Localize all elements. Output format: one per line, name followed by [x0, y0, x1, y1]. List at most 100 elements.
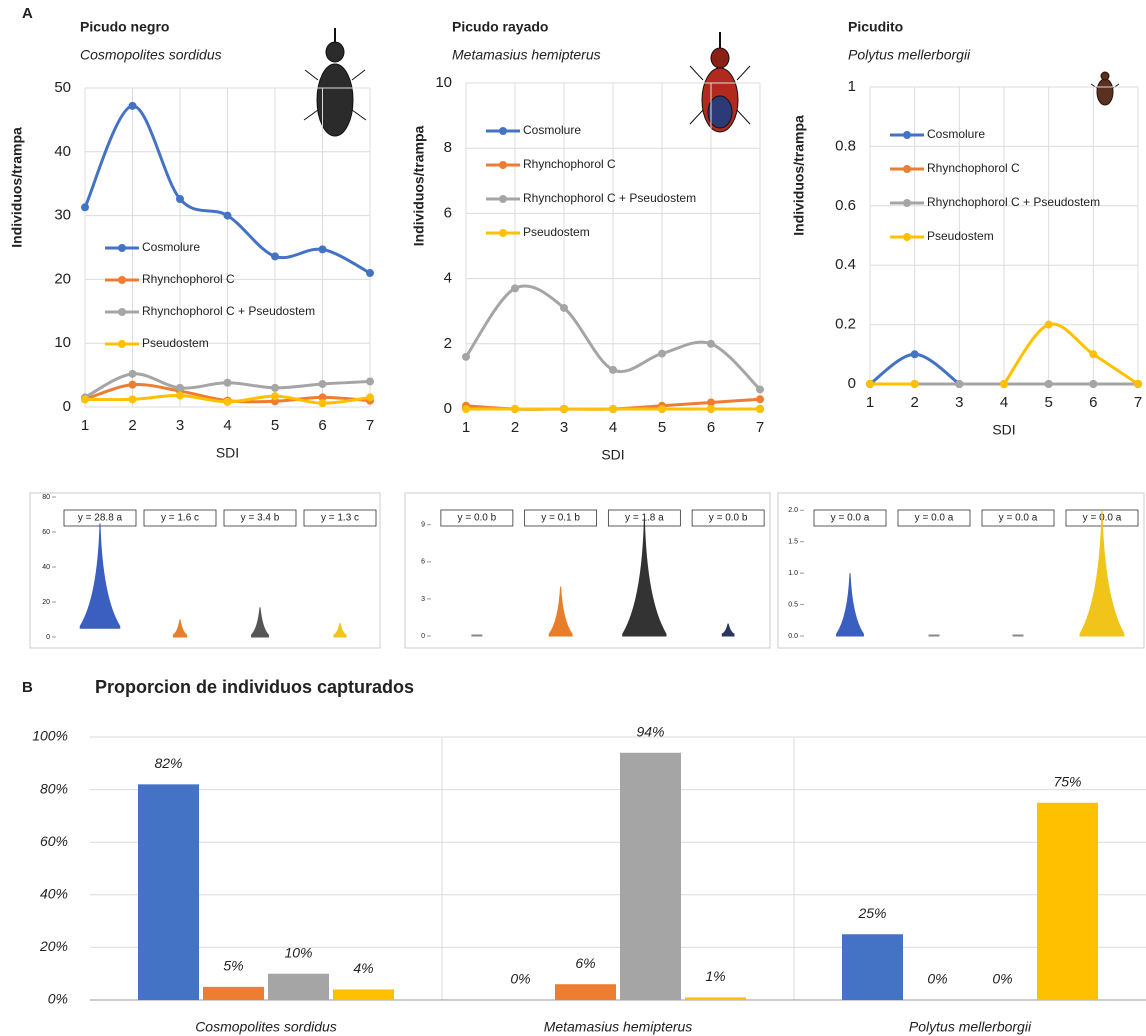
violin [79, 523, 121, 629]
data-point [81, 395, 89, 404]
x-tick-label: 3 [955, 394, 963, 411]
legend-label: Pseudostem [142, 336, 209, 350]
chart-subtitle: Cosmopolites sordidus [80, 47, 222, 63]
data-point [128, 380, 137, 389]
chart-title: Proporcion de individuos capturados [95, 677, 414, 697]
y-tick-label: 20 [54, 270, 71, 287]
y-tick-label: 2.0 [788, 507, 798, 514]
x-tick-label: 7 [1134, 394, 1142, 411]
y-tick-label: 40 [42, 564, 50, 571]
y-tick-label: 1.0 [788, 570, 798, 577]
data-point [609, 365, 617, 374]
data-point [1044, 320, 1053, 329]
bar [555, 984, 616, 1000]
data-point [866, 380, 874, 388]
annotation: y = 28.8 a [78, 513, 123, 524]
legend-swatch [903, 199, 911, 207]
data-point [560, 303, 568, 312]
data-point [910, 350, 919, 359]
annotation-box [897, 509, 971, 527]
data-label: 82% [154, 755, 182, 771]
data-label: 1% [705, 968, 725, 984]
x-tick-label: 5 [1044, 394, 1052, 411]
data-label: 0% [510, 971, 530, 987]
legend-swatch [903, 131, 911, 139]
y-tick-label: 1 [848, 78, 856, 95]
data-label: 94% [636, 723, 664, 739]
data-point [1089, 380, 1098, 388]
annotation: y = 0.1 b [541, 513, 580, 524]
y-tick-label: 50 [54, 79, 71, 96]
data-point [462, 405, 470, 413]
legend-swatch [118, 276, 126, 284]
data-label: 4% [353, 960, 373, 976]
legend-label: Rhynchophorol C [142, 272, 235, 286]
x-tick-label: 4 [609, 419, 617, 436]
data-point [910, 380, 919, 388]
x-tick-label: Metamasius hemipterus [544, 1019, 693, 1035]
annotation-box [223, 509, 297, 527]
x-tick-label: 6 [1089, 394, 1097, 411]
annotation-box [524, 509, 598, 527]
data-point [707, 339, 715, 348]
annotation: y = 1.6 c [161, 513, 199, 524]
data-label: 10% [284, 944, 312, 960]
data-point [318, 245, 327, 254]
chart-marks [836, 510, 1125, 637]
x-tick-label: 2 [128, 417, 136, 434]
annotation: y = 0.0 b [458, 513, 497, 524]
data-point [366, 377, 374, 386]
data-point [176, 383, 184, 392]
x-tick-label: 1 [462, 419, 470, 436]
y-tick-label: 0.6 [835, 197, 856, 214]
data-point [176, 391, 184, 400]
x-tick-label: 2 [910, 394, 918, 411]
data-point [756, 385, 764, 394]
violin [172, 619, 188, 638]
chart-subtitle: Polytus mellerborgii [848, 47, 971, 63]
data-point [511, 284, 519, 293]
y-tick-label: 80% [40, 780, 68, 796]
y-tick-label: 40 [54, 143, 71, 160]
y-tick-label: 60% [40, 833, 68, 849]
legend-label: Pseudostem [927, 229, 994, 243]
annotation-box [813, 509, 887, 527]
legend-label: Rhynchophorol C [523, 157, 616, 171]
y-tick-label: 0.2 [835, 316, 856, 333]
violin [251, 607, 269, 638]
y-tick-label: 3 [421, 596, 425, 603]
legend-swatch [118, 340, 126, 348]
violin [1079, 510, 1125, 637]
data-label: 75% [1053, 773, 1081, 789]
data-point [756, 405, 764, 413]
legend-swatch [118, 308, 126, 316]
panel-label: B [22, 679, 33, 696]
x-axis-label: SDI [992, 422, 1015, 438]
y-tick-label: 10 [435, 74, 452, 91]
x-axis-label: SDI [216, 445, 239, 461]
legend-swatch [118, 244, 126, 252]
bar [685, 997, 746, 1000]
data-point [1000, 380, 1008, 388]
data-point [511, 405, 519, 413]
bar [1037, 802, 1098, 1000]
annotation: y = 3.4 b [241, 513, 280, 524]
data-point [658, 349, 666, 358]
data-label: 0% [927, 971, 947, 987]
y-tick-label: 20% [39, 938, 68, 954]
violin [721, 623, 735, 637]
data-point [707, 405, 715, 413]
x-axis-label: SDI [601, 447, 624, 463]
data-point [271, 383, 279, 392]
x-tick-label: Polytus mellerborgii [909, 1019, 1032, 1035]
annotation: y = 0.0 a [915, 513, 954, 524]
annotation-box [440, 509, 514, 527]
x-tick-label: 1 [81, 417, 89, 434]
data-point [1134, 380, 1142, 388]
data-point [1044, 380, 1053, 388]
legend-swatch [499, 161, 507, 169]
y-tick-label: 10 [54, 334, 71, 351]
y-tick-label: 1.5 [788, 539, 798, 546]
x-tick-label: 6 [707, 419, 715, 436]
legend-swatch [903, 165, 911, 173]
